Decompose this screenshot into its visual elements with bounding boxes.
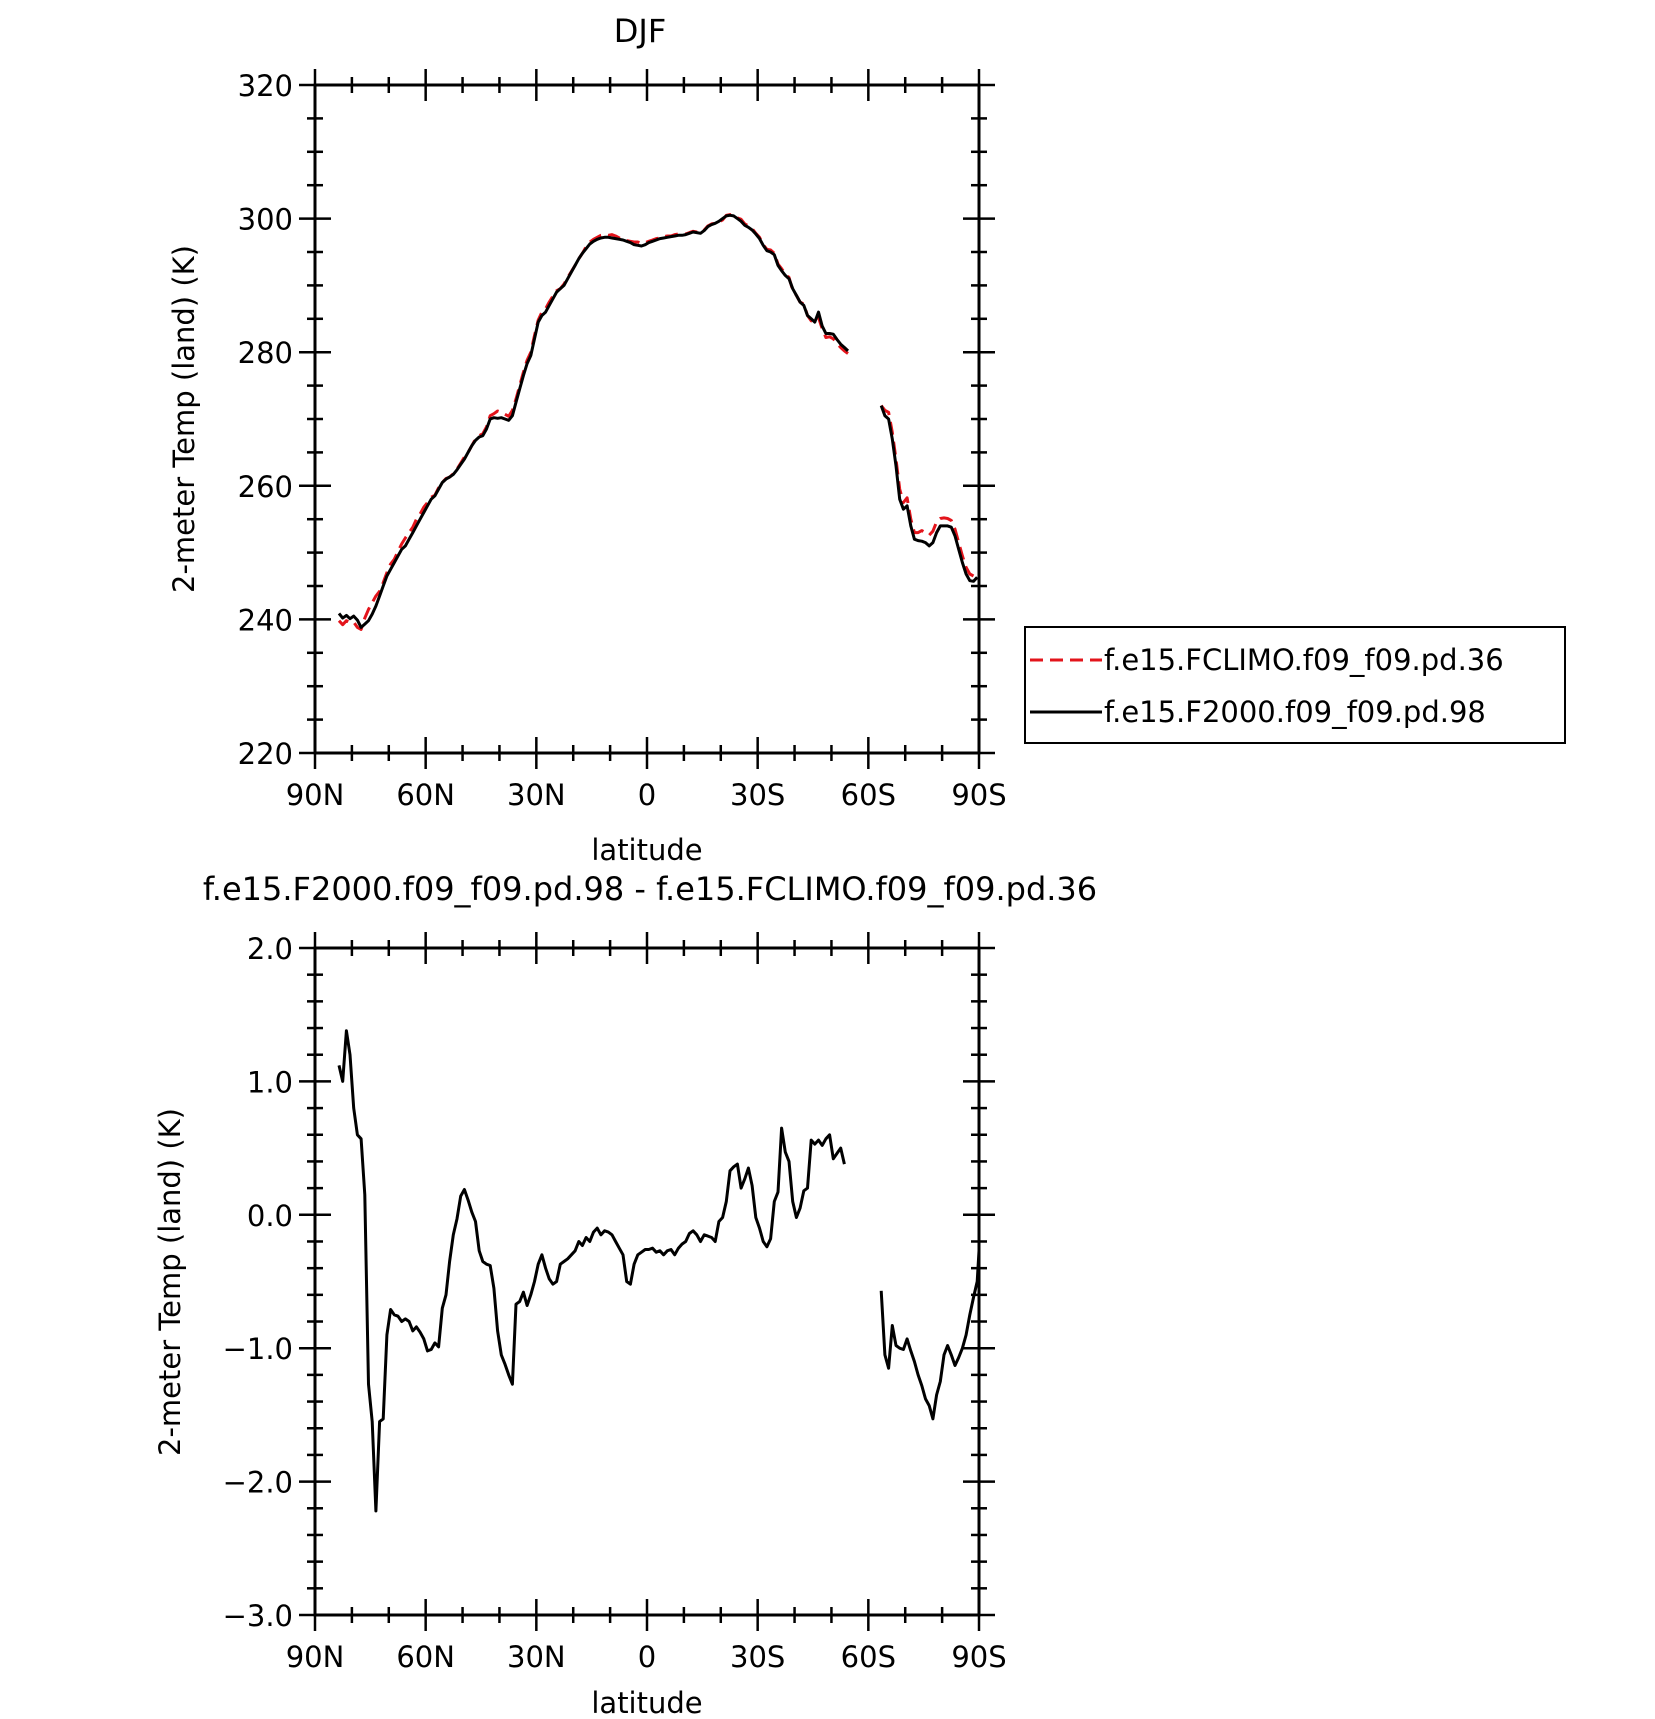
y-tick-label: −3.0 [223,1599,293,1633]
series-line-1-segment-1 [879,405,979,583]
top-panel-title: DJF [614,12,666,50]
y-tick-label: 1.0 [247,1065,293,1099]
x-tick-label: 90S [951,778,1006,812]
y-tick-label: 0.0 [247,1199,293,1233]
y-tick-label: −2.0 [223,1466,293,1500]
bottom-y-axis-label: 2-meter Temp (land) (K) [153,1108,187,1456]
x-tick-label: 30N [507,1640,566,1674]
bottom-y-tick-labels: −3.0 −2.0 −1.0 0.0 1.0 2.0 [223,932,293,1633]
bottom-panel: f.e15.F2000.f09_f09.pd.98 - f.e15.FCLIMO… [153,870,1097,1719]
top-series-lines [337,213,979,631]
x-tick-label: 90N [286,778,345,812]
x-tick-label: 30S [730,1640,785,1674]
x-tick-label: 90N [286,1640,345,1674]
x-tick-label: 60S [841,778,896,812]
x-tick-label: 30S [730,778,785,812]
y-tick-label: 240 [238,603,293,637]
y-tick-label: 280 [238,336,293,370]
legend-box [1024,626,1566,744]
top-plot-frame [313,83,981,755]
series-line-0-segment-0 [337,1029,846,1513]
legend-label-fclimo: f.e15.FCLIMO.f09_f09.pd.36 [1104,643,1504,677]
top-y-axis-label: 2-meter Temp (land) (K) [167,245,201,593]
bottom-panel-title: f.e15.F2000.f09_f09.pd.98 - f.e15.FCLIMO… [203,870,1097,908]
bottom-plot-frame [313,946,981,1617]
y-tick-label: 260 [238,470,293,504]
x-tick-label: 90S [951,1640,1006,1674]
series-line-0-segment-1 [879,1250,981,1421]
x-tick-label: 60N [396,778,455,812]
series-line-1-segment-0 [337,213,850,629]
x-tick-label: 0 [638,778,656,812]
y-tick-label: 2.0 [247,932,293,966]
bottom-series-lines [337,1029,981,1513]
series-line-0-segment-1 [880,404,978,578]
series-line-0-segment-0 [337,213,849,631]
y-tick-label: 320 [238,69,293,103]
bottom-axis-ticks [299,932,995,1631]
x-tick-label: 30N [507,778,566,812]
x-tick-label: 0 [638,1640,656,1674]
y-tick-label: 220 [238,737,293,771]
x-tick-label: 60S [841,1640,896,1674]
top-x-axis-label: latitude [591,833,702,867]
top-axis-ticks [299,69,995,769]
legend: f.e15.FCLIMO.f09_f09.pd.36 f.e15.F2000.f… [1024,626,1566,744]
x-tick-label: 60N [396,1640,455,1674]
top-y-tick-labels: 220 240 260 280 300 320 [238,69,293,771]
y-tick-label: −1.0 [223,1332,293,1366]
y-tick-label: 300 [238,203,293,237]
top-x-tick-labels: 90N 60N 30N 0 30S 60S 90S [286,778,1007,812]
bottom-x-tick-labels: 90N 60N 30N 0 30S 60S 90S [286,1640,1007,1674]
bottom-x-axis-label: latitude [591,1686,702,1719]
legend-label-f2000: f.e15.F2000.f09_f09.pd.98 [1104,695,1486,729]
